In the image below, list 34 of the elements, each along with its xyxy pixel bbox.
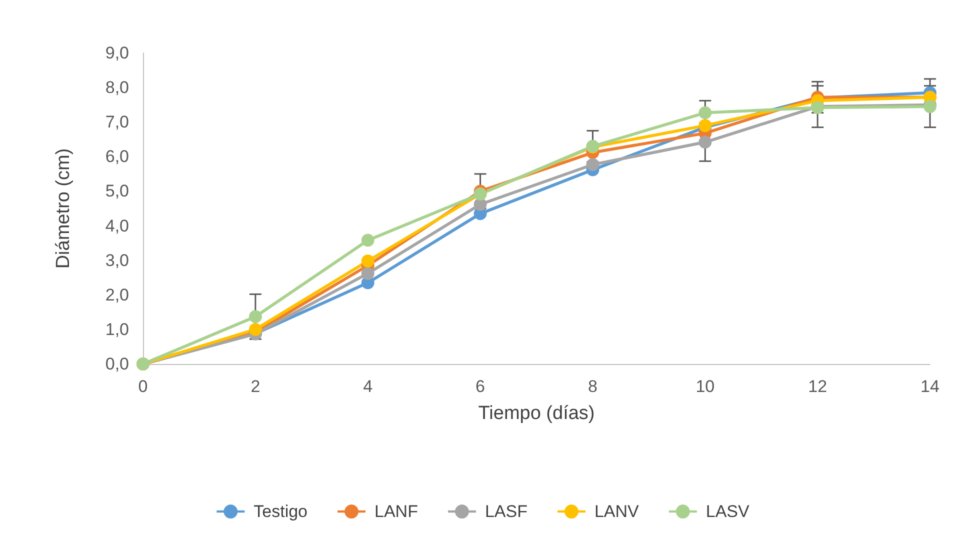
point — [698, 136, 712, 149]
y-tick-label: 6,0 — [105, 147, 129, 166]
y-tick-label: 7,0 — [105, 112, 129, 132]
y-tick-label: 8,0 — [105, 78, 129, 98]
legend-label: Testigo — [254, 502, 308, 521]
point — [586, 158, 600, 172]
y-tick-label: 2,0 — [105, 285, 129, 304]
point — [361, 254, 374, 268]
x-tick-label: 4 — [363, 377, 373, 396]
point — [698, 106, 712, 120]
x-axis-title: Tiempo (días) — [478, 403, 595, 424]
legend-label: LASF — [484, 502, 528, 521]
y-tick-label: 0,0 — [105, 354, 129, 374]
point — [361, 234, 374, 247]
x-tick-label: 0 — [138, 377, 148, 396]
x-tick-label: 6 — [476, 377, 486, 396]
point — [361, 266, 374, 280]
point — [248, 310, 262, 324]
y-axis-title: Diámetro (cm) — [53, 148, 74, 269]
x-tick-label: 8 — [588, 377, 598, 396]
legend-label: LANF — [374, 502, 418, 521]
legend-label: LASV — [706, 502, 750, 521]
x-tick-label: 12 — [808, 377, 828, 396]
y-tick-label: 4,0 — [105, 216, 129, 236]
x-tick-label: 14 — [920, 377, 940, 396]
x-tick-label: 2 — [250, 377, 260, 396]
y-tick-label: 1,0 — [105, 320, 129, 339]
y-tick-label: 9,0 — [105, 44, 129, 62]
y-tick-label: 5,0 — [105, 182, 129, 201]
point — [474, 198, 487, 211]
legend-label: LANV — [594, 502, 640, 521]
y-tick-label: 3,0 — [105, 250, 129, 270]
x-tick-label: 10 — [696, 377, 715, 396]
point — [248, 322, 262, 336]
